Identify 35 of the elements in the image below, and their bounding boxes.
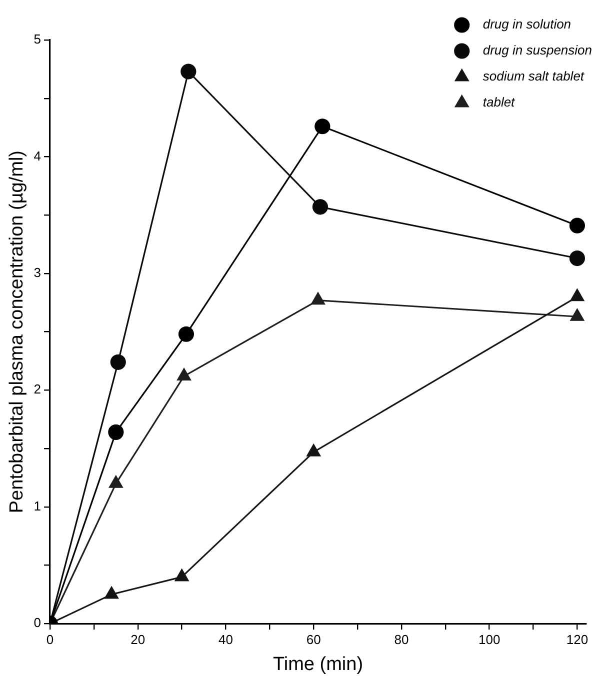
legend-label: drug in suspension [482, 42, 592, 58]
y-tick-label: 3 [34, 265, 42, 280]
point [110, 354, 126, 370]
point [108, 424, 124, 440]
legend-label: sodium salt tablet [482, 68, 586, 84]
point [306, 444, 320, 456]
x-tick-label: 80 [394, 632, 409, 647]
point [177, 368, 191, 380]
legend-label: tablet [482, 94, 516, 110]
point [178, 326, 194, 342]
point [570, 308, 584, 321]
x-tick-label: 0 [46, 632, 54, 647]
x-tick-label: 60 [306, 632, 321, 647]
y-tick-label: 0 [34, 615, 42, 630]
x-tick-label: 120 [566, 632, 588, 647]
x-tick-label: 100 [478, 632, 500, 647]
point [174, 569, 189, 582]
x-tick-label: 20 [130, 632, 146, 647]
point [569, 250, 586, 266]
y-tick-label: 5 [34, 32, 42, 47]
y-tick-label: 2 [34, 382, 42, 397]
legend-label: drug in solution [482, 16, 572, 32]
point [570, 288, 584, 302]
x-axis-title: Time (min) [272, 654, 364, 675]
point [569, 218, 586, 234]
point [109, 476, 123, 488]
point [180, 64, 196, 80]
point [311, 292, 325, 305]
point [312, 199, 328, 215]
x-tick-label: 40 [218, 632, 233, 647]
point [104, 586, 118, 599]
y-axis-title: Pentobarbital plasma concentration (µg/ml) [6, 150, 28, 514]
y-tick-label: 1 [34, 498, 42, 514]
y-tick-label: 4 [34, 148, 42, 164]
point [314, 118, 330, 134]
